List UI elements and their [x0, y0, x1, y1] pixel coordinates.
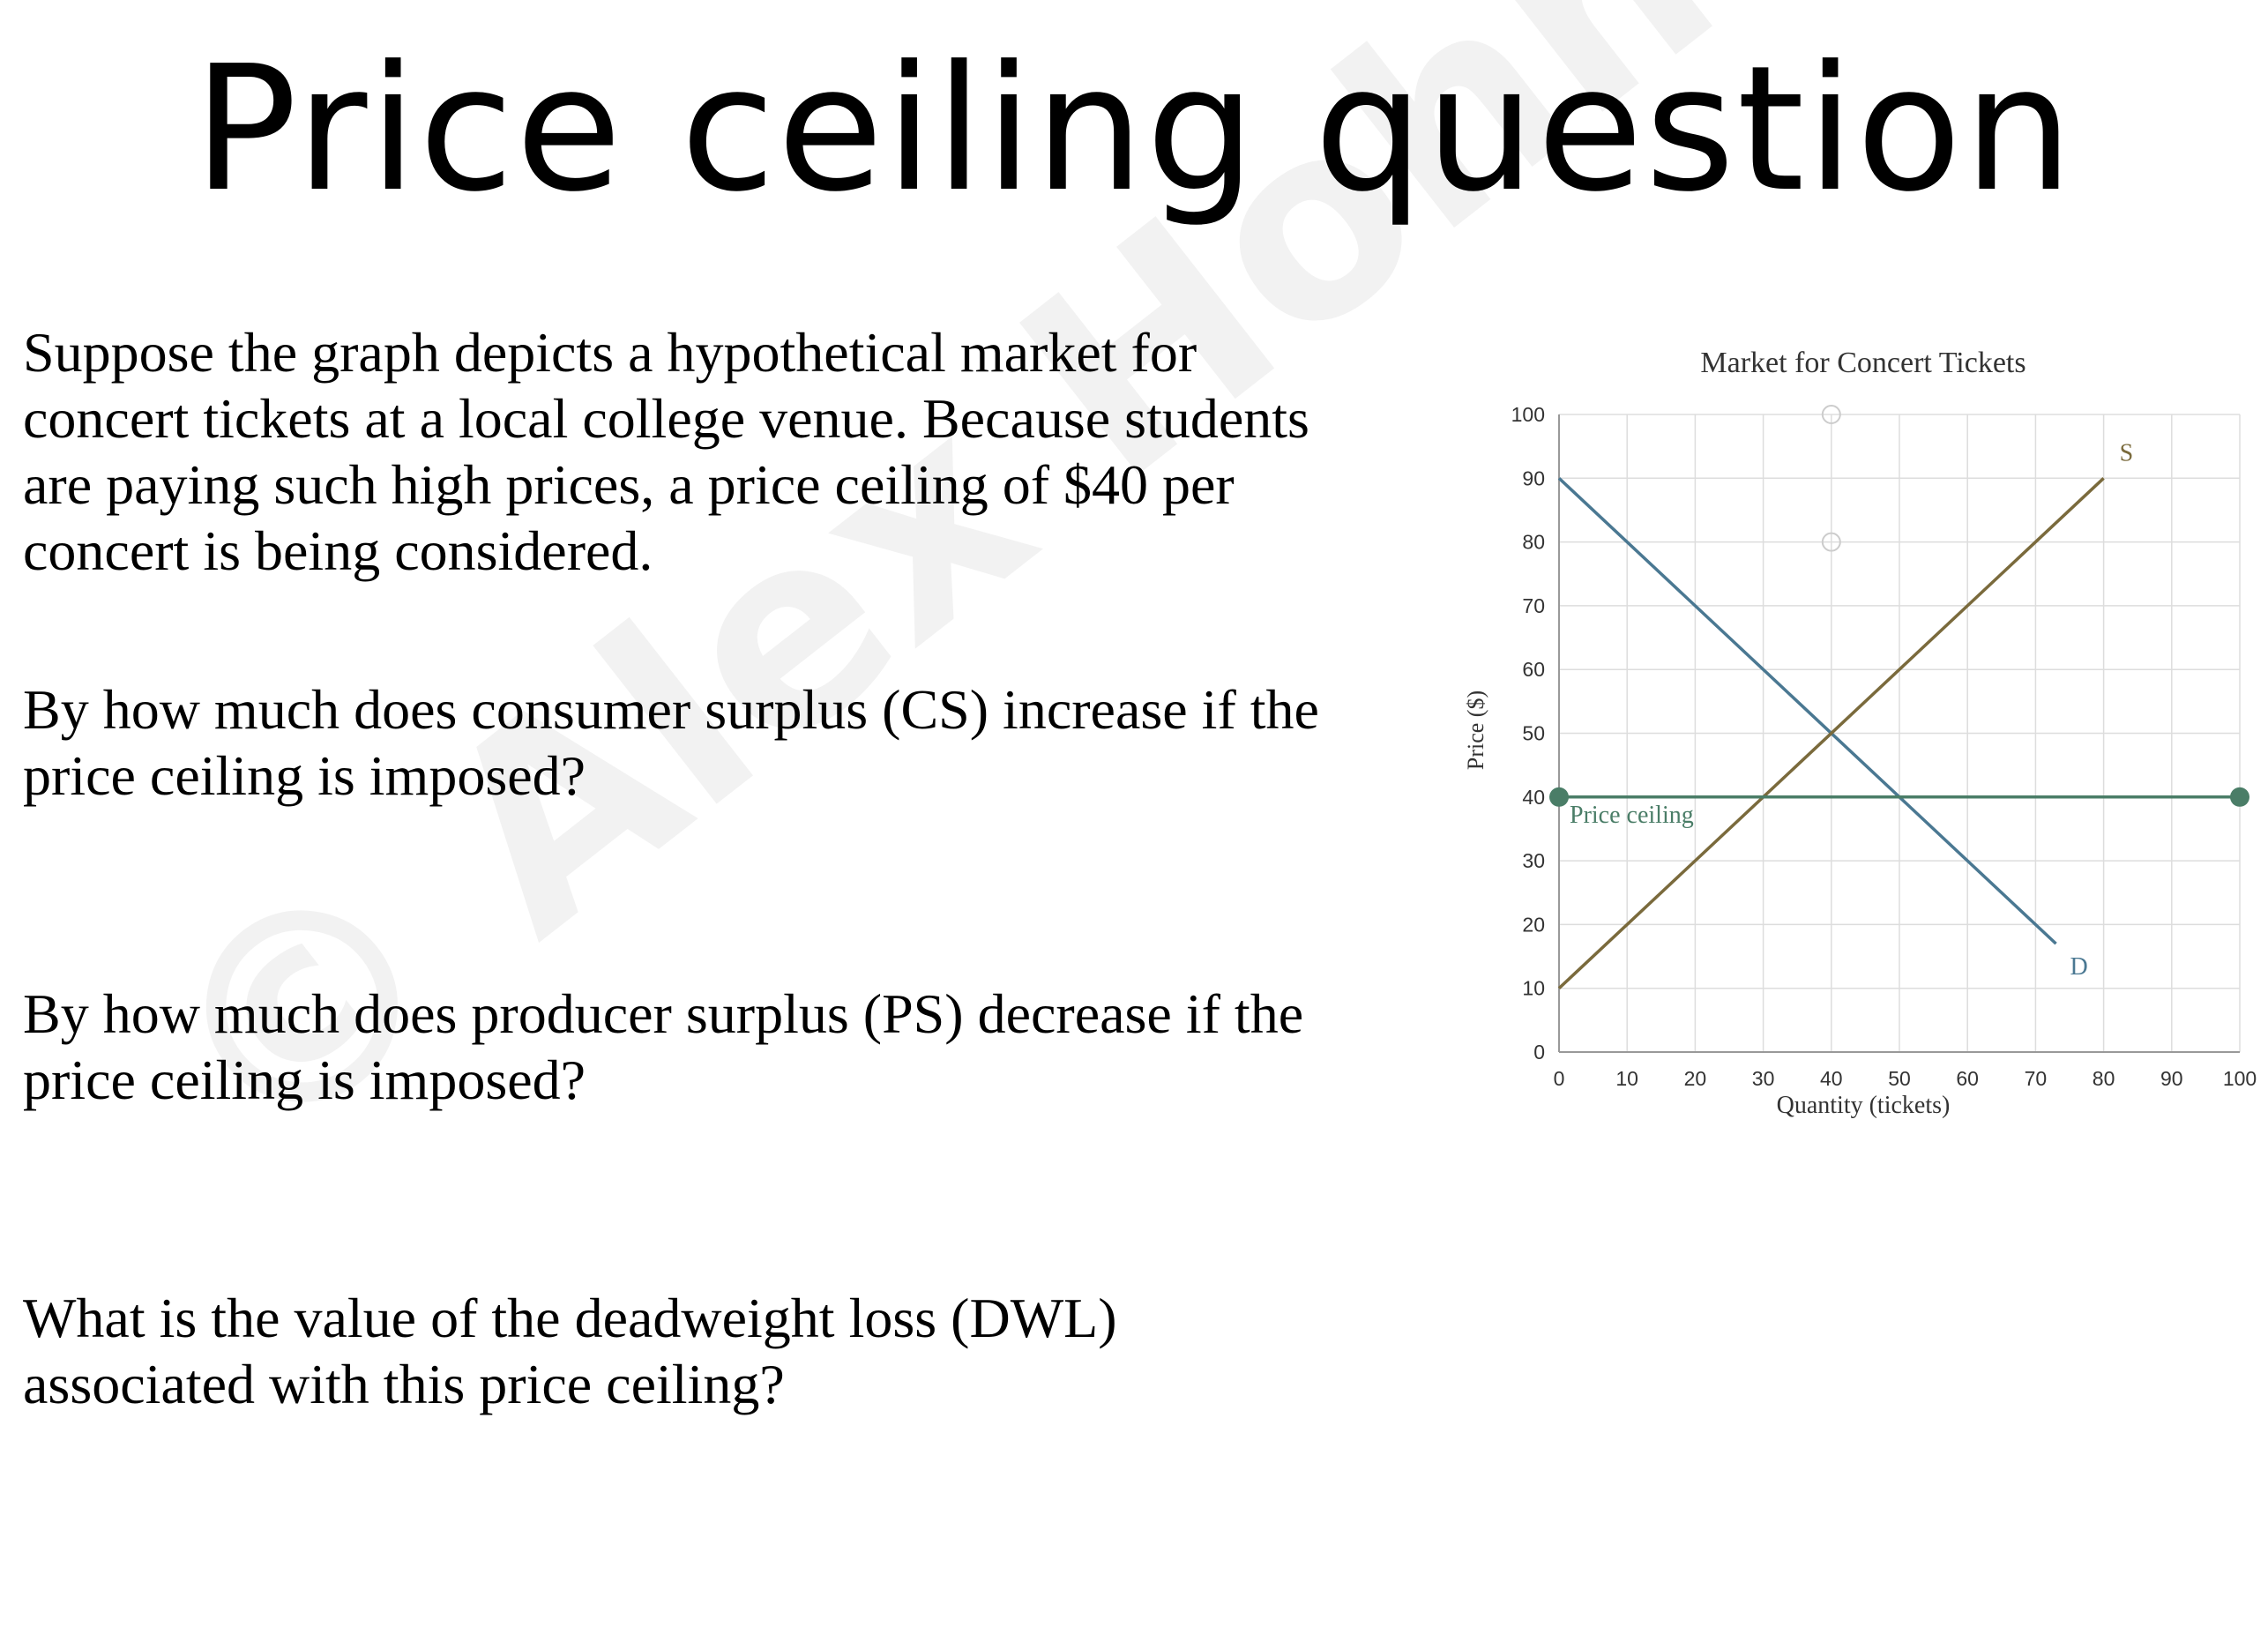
y-tick-label: 50 — [1522, 722, 1545, 745]
chart-ticks: 0 10 20 30 40 50 60 70 80 90 100 0 10 20 30 40 50 60 70 80 9… — [1511, 403, 2257, 1090]
market-chart: Market for Concert Tickets 0 10 20 30 40 50 60… — [1463, 347, 2257, 1119]
chart-series: D S Price ceiling — [1549, 405, 2249, 989]
y-tick-label: 70 — [1522, 594, 1545, 617]
x-tick-label: 30 — [1752, 1067, 1775, 1090]
y-tick-label: 30 — [1522, 849, 1545, 872]
series-line-d — [1557, 477, 2057, 945]
series-label-d: D — [2070, 953, 2088, 981]
hollow-marker — [1821, 405, 1841, 424]
x-axis-label: Quantity (tickets) — [1777, 1092, 1951, 1119]
page-title: Price ceiling question — [193, 29, 2075, 230]
y-tick-label: 40 — [1522, 786, 1545, 809]
x-tick-label: 50 — [1888, 1067, 1911, 1090]
x-tick-label: 80 — [2093, 1067, 2115, 1090]
chart-grid — [1558, 414, 2241, 1053]
series-line-s — [1557, 477, 2105, 989]
ceiling-marker — [1549, 787, 1569, 807]
chart-title: Market for Concert Tickets — [1700, 347, 2026, 379]
y-axis-label: Price ($) — [1463, 690, 1488, 770]
series-label-s: S — [2120, 439, 2134, 466]
hollow-marker — [1821, 532, 1841, 552]
x-tick-label: 20 — [1684, 1067, 1707, 1090]
question-deadweight-loss: What is the value of the deadweight loss… — [23, 1287, 1117, 1415]
x-tick-label: 60 — [1956, 1067, 1979, 1090]
y-tick-label: 0 — [1533, 1041, 1545, 1064]
x-tick-label: 10 — [1615, 1067, 1638, 1090]
x-tick-label: 70 — [2025, 1067, 2048, 1090]
series-label-price-ceiling: Price ceiling — [1570, 802, 1694, 829]
x-tick-label: 0 — [1554, 1067, 1565, 1090]
intro-paragraph: Suppose the graph depicts a hypothetical… — [23, 321, 1309, 582]
y-tick-label: 100 — [1511, 403, 1545, 426]
x-tick-label: 90 — [2160, 1067, 2183, 1090]
x-tick-label: 100 — [2223, 1067, 2257, 1090]
y-tick-label: 60 — [1522, 658, 1545, 681]
question-consumer-surplus: By how much does consumer surplus (CS) i… — [23, 678, 1319, 807]
y-tick-label: 20 — [1522, 913, 1545, 936]
x-tick-label: 40 — [1820, 1067, 1843, 1090]
question-producer-surplus: By how much does producer surplus (PS) d… — [23, 982, 1304, 1111]
ceiling-marker — [2230, 787, 2249, 807]
y-tick-label: 90 — [1522, 466, 1545, 489]
y-tick-label: 80 — [1522, 531, 1545, 554]
y-tick-label: 10 — [1522, 977, 1545, 1000]
